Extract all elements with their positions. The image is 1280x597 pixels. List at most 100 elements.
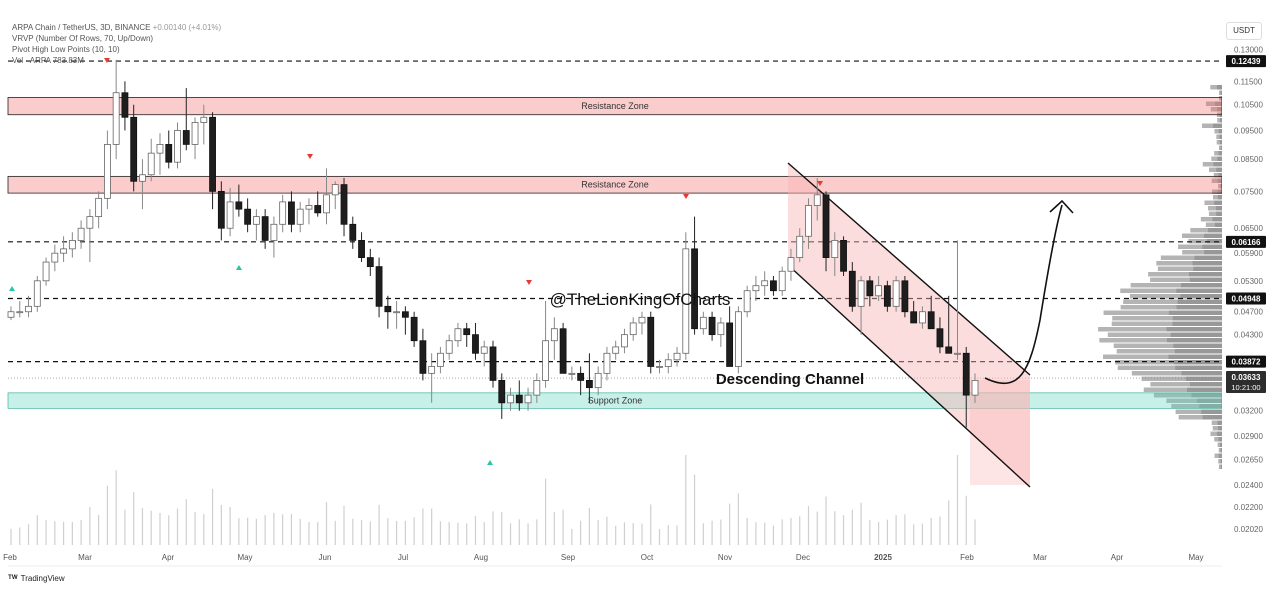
candle-body[interactable] [954,353,960,354]
candle-body[interactable] [849,271,855,306]
candle-body[interactable] [175,131,181,163]
candle-body[interactable] [735,312,741,367]
candle-body[interactable] [551,329,557,341]
candle-body[interactable] [832,240,838,257]
candle-body[interactable] [928,312,934,329]
candle-body[interactable] [718,323,724,335]
candle-body[interactable] [639,317,645,323]
candle-body[interactable] [341,185,347,225]
candle-body[interactable] [323,195,329,213]
candle-body[interactable] [43,262,49,281]
candle-body[interactable] [709,317,715,334]
currency-button[interactable]: USDT [1226,22,1262,40]
candle-body[interactable] [253,217,259,225]
candle-body[interactable] [69,240,75,248]
candle-body[interactable] [8,312,14,318]
symbol-line[interactable]: ARPA Chain / TetherUS, 3D, BINANCE +0.00… [12,22,221,33]
candle-body[interactable] [937,329,943,347]
candle-body[interactable] [376,267,382,307]
candle-body[interactable] [280,202,286,224]
candle-body[interactable] [420,341,426,374]
candle-body[interactable] [911,312,917,323]
candle-body[interactable] [727,323,733,367]
indicator-volume[interactable]: Vol · ARPA 783.83M [12,55,221,66]
candle-body[interactable] [560,329,566,374]
candle-body[interactable] [297,209,303,224]
candle-body[interactable] [87,217,93,229]
candle-body[interactable] [446,341,452,354]
candle-body[interactable] [963,353,969,395]
candle-body[interactable] [359,240,365,257]
candle-body[interactable] [332,185,338,195]
candle-body[interactable] [893,281,899,307]
candle-body[interactable] [586,380,592,387]
candle-body[interactable] [201,117,207,122]
candle-body[interactable] [350,224,356,240]
candle-body[interactable] [613,347,619,353]
candle-body[interactable] [218,191,224,228]
candle-body[interactable] [499,380,505,402]
candle-body[interactable] [867,281,873,296]
candle-body[interactable] [884,286,890,307]
candle-body[interactable] [534,380,540,395]
candle-body[interactable] [262,217,268,241]
indicator-vrvp[interactable]: VRVP (Number Of Rows, 70, Up/Down) [12,33,221,44]
candle-body[interactable] [139,175,145,182]
candle-body[interactable] [692,249,698,329]
candle-body[interactable] [148,153,154,175]
candle-body[interactable] [665,360,671,367]
candle-body[interactable] [166,144,172,162]
candle-body[interactable] [122,93,128,118]
candle-body[interactable] [490,347,496,380]
candle-body[interactable] [674,353,680,360]
candle-body[interactable] [516,395,522,403]
candle-body[interactable] [841,240,847,271]
candle-body[interactable] [429,366,435,373]
candle-body[interactable] [34,281,40,307]
candle-body[interactable] [385,306,391,311]
candle-body[interactable] [543,341,549,381]
candle-body[interactable] [814,195,820,206]
candle-body[interactable] [17,312,23,313]
candle-body[interactable] [288,202,294,224]
candle-body[interactable] [183,131,189,145]
candle-body[interactable] [972,380,978,395]
candle-body[interactable] [157,144,163,153]
candle-body[interactable] [464,329,470,335]
candle-body[interactable] [131,117,137,181]
candle-body[interactable] [394,312,400,313]
candle-body[interactable] [770,281,776,291]
candle-body[interactable] [797,236,803,257]
candle-body[interactable] [744,291,750,312]
candle-body[interactable] [192,122,198,144]
candle-body[interactable] [481,347,487,353]
candle-body[interactable] [26,306,32,311]
candle-body[interactable] [902,281,908,312]
candle-body[interactable] [315,205,321,212]
candle-body[interactable] [753,286,759,291]
candle-body[interactable] [779,271,785,290]
candle-body[interactable] [648,317,654,366]
candle-body[interactable] [52,253,58,262]
candle-body[interactable] [472,335,478,354]
candle-body[interactable] [788,258,794,272]
candle-body[interactable] [805,205,811,236]
candle-body[interactable] [306,205,312,209]
candle-body[interactable] [236,202,242,209]
candle-body[interactable] [876,286,882,296]
tradingview-brand[interactable]: ᵀᵂ TradingView [8,573,65,583]
indicator-pivots[interactable]: Pivot High Low Points (10, 10) [12,44,221,55]
candle-body[interactable] [946,347,952,353]
candle-body[interactable] [823,195,829,258]
candle-body[interactable] [227,202,233,228]
candle-body[interactable] [271,224,277,240]
candle-body[interactable] [621,335,627,347]
candle-body[interactable] [210,117,216,191]
candle-body[interactable] [367,258,373,267]
candle-body[interactable] [245,209,251,224]
candle-body[interactable] [104,144,110,198]
candle-body[interactable] [595,373,601,387]
candle-body[interactable] [657,366,663,367]
